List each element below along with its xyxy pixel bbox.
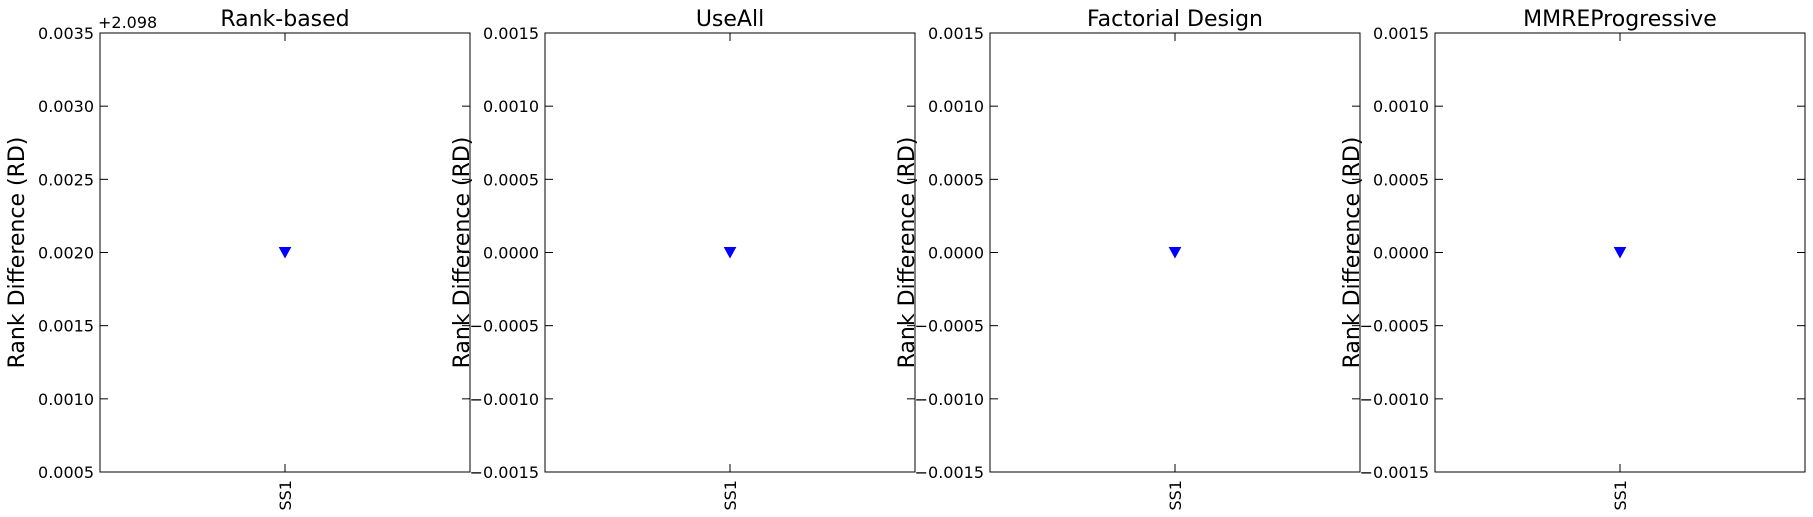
x-tick-label: SS1 — [276, 480, 295, 511]
y-tick-label: 0.0010 — [928, 97, 984, 116]
y-offset-label: +2.098 — [98, 13, 157, 32]
y-tick-label: 0.0005 — [928, 170, 984, 189]
y-tick-label: 0.0020 — [38, 244, 94, 263]
data-point-SS1 — [1168, 247, 1182, 259]
y-tick-label: 0.0005 — [38, 463, 94, 482]
y-tick-label: 0.0015 — [483, 24, 539, 43]
y-tick-label: −0.0010 — [470, 390, 539, 409]
y-tick-label: 0.0025 — [38, 170, 94, 189]
y-axis-label: Rank Difference (RD) — [895, 137, 920, 369]
chart-title: Factorial Design — [1087, 7, 1263, 32]
y-tick-label: 0.0010 — [38, 390, 94, 409]
y-tick-label: 0.0000 — [928, 244, 984, 263]
y-tick-label: 0.0015 — [38, 317, 94, 336]
chart-title: UseAll — [696, 7, 764, 32]
data-point-SS1 — [723, 247, 737, 259]
y-tick-label: 0.0030 — [38, 97, 94, 116]
chart-title: Rank-based — [220, 7, 349, 32]
y-tick-label: 0.0010 — [1373, 97, 1429, 116]
y-tick-label: 0.0000 — [483, 244, 539, 263]
y-tick-label: 0.0005 — [1373, 170, 1429, 189]
y-tick-label: 0.0005 — [483, 170, 539, 189]
y-tick-label: −0.0015 — [470, 463, 539, 482]
y-axis-label: Rank Difference (RD) — [450, 137, 475, 369]
y-axis-label: Rank Difference (RD) — [1340, 137, 1365, 369]
y-tick-label: −0.0010 — [1360, 390, 1429, 409]
data-point-SS1 — [278, 247, 292, 259]
y-tick-label: −0.0005 — [1360, 317, 1429, 336]
x-tick-label: SS1 — [1166, 480, 1185, 511]
y-axis-label: Rank Difference (RD) — [5, 137, 30, 369]
y-tick-label: −0.0015 — [1360, 463, 1429, 482]
y-tick-label: −0.0015 — [915, 463, 984, 482]
y-tick-label: −0.0010 — [915, 390, 984, 409]
y-tick-label: −0.0005 — [470, 317, 539, 336]
data-point-SS1 — [1613, 247, 1627, 259]
y-tick-label: 0.0000 — [1373, 244, 1429, 263]
y-tick-label: −0.0005 — [915, 317, 984, 336]
y-tick-label: 0.0010 — [483, 97, 539, 116]
x-tick-label: SS1 — [721, 480, 740, 511]
y-tick-label: 0.0015 — [928, 24, 984, 43]
y-tick-label: 0.0015 — [1373, 24, 1429, 43]
chart-panel-1: Rank-based Rank Difference (RD) 0.0005 0.00… — [5, 7, 471, 511]
chart-title: MMREProgressive — [1523, 7, 1717, 32]
chart-panel-2: UseAll Rank Difference (RD) −0.0015 −0.0010… — [450, 7, 916, 511]
x-tick-label: SS1 — [1611, 480, 1630, 511]
y-tick-label: 0.0035 — [38, 24, 94, 43]
